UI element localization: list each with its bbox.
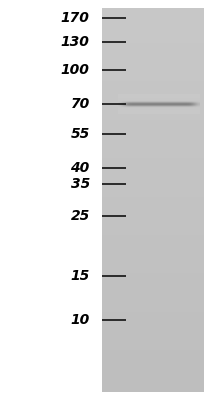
Text: 25: 25 xyxy=(71,209,90,223)
Text: 70: 70 xyxy=(71,97,90,111)
Text: 15: 15 xyxy=(71,269,90,283)
Text: 35: 35 xyxy=(71,177,90,191)
Text: 40: 40 xyxy=(71,161,90,175)
Text: 170: 170 xyxy=(61,11,90,25)
Text: 10: 10 xyxy=(71,313,90,327)
Text: 130: 130 xyxy=(61,35,90,49)
Text: 100: 100 xyxy=(61,63,90,77)
Text: 55: 55 xyxy=(71,127,90,141)
